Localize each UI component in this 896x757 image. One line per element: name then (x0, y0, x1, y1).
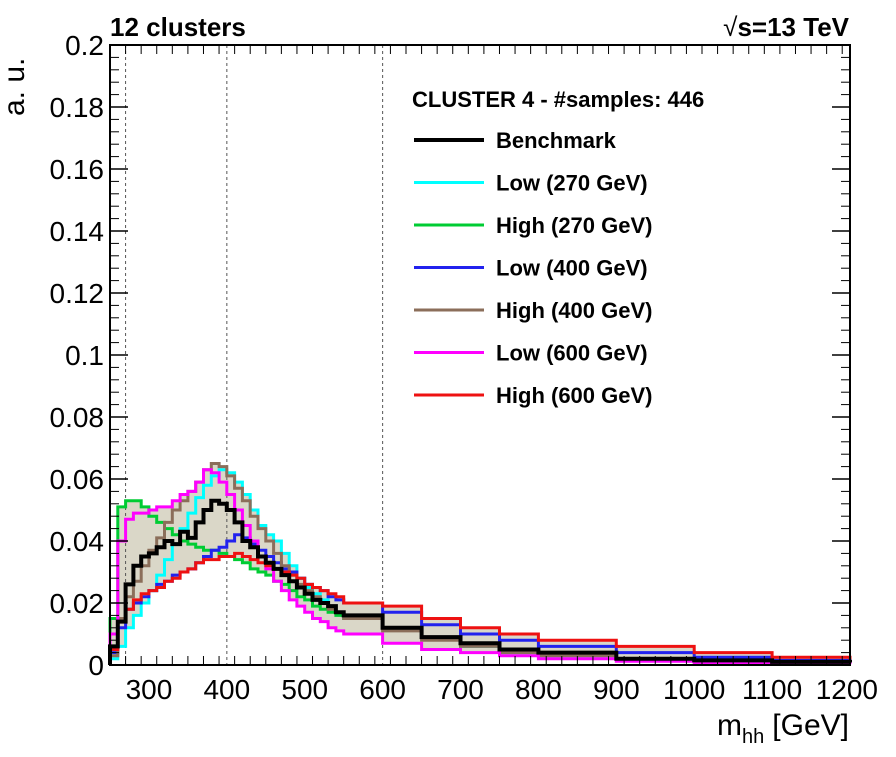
legend-label-low-400-gev: Low (400 GeV) (496, 256, 648, 281)
y-tick-label: 0.08 (50, 402, 105, 433)
y-tick-label: 0.14 (50, 216, 105, 247)
x-tick-label: 300 (126, 674, 173, 705)
legend: CLUSTER 4 - #samples: 446 Benchmark Low (… (412, 87, 704, 408)
series-high-400-gev (108, 462, 852, 665)
x-tick-label: 400 (203, 674, 250, 705)
x-tick-label: 800 (515, 674, 562, 705)
axis-ticks-layer: 0 0.02 0.04 0.06 0.08 0.1 0.12 0.14 0.16 0.18 0.2 3… (50, 30, 879, 705)
y-tick-label: 0 (88, 650, 104, 681)
legend-label-high-400-gev: High (400 GeV) (496, 298, 652, 323)
y-tick-label: 0.18 (50, 92, 105, 123)
header-right-label: √s=13 TeV (723, 12, 849, 42)
y-tick-label: 0.16 (50, 154, 105, 185)
reference-lines-layer (125, 45, 384, 665)
x-tick-label: 1200 (816, 674, 878, 705)
x-tick-label: 600 (359, 674, 406, 705)
sqrt-symbol: √ (723, 12, 738, 42)
series-low-400-gev (108, 533, 852, 665)
y-tick-label: 0.12 (50, 278, 105, 309)
series-benchmark (108, 498, 852, 665)
x-tick-label: 700 (437, 674, 484, 705)
y-tick-label: 0.06 (50, 464, 105, 495)
header-left-label: 12 clusters (110, 12, 246, 42)
x-axis-title-main: m (717, 709, 742, 742)
x-tick-label: 1100 (742, 674, 802, 705)
x-tick-label: 500 (281, 674, 328, 705)
legend-label-benchmark: Benchmark (496, 128, 617, 153)
x-tick-label: 1000 (663, 674, 725, 705)
series-layer (108, 462, 852, 665)
y-tick-label: 0.1 (65, 340, 104, 371)
y-tick-label: 0.04 (50, 526, 105, 557)
energy-label: s=13 TeV (737, 12, 849, 42)
x-tick-label: 900 (593, 674, 640, 705)
legend-label-high-270-gev: High (270 GeV) (496, 213, 652, 238)
y-tick-label: 0.02 (50, 588, 105, 619)
legend-title: CLUSTER 4 - #samples: 446 (412, 87, 704, 112)
x-axis-title-sub: hh (742, 726, 764, 748)
x-axis-title: mhh [GeV] (717, 709, 849, 748)
x-axis-title-unit: [GeV] (772, 709, 849, 742)
y-axis-title: a. u. (0, 58, 31, 116)
y-tick-label: 0.2 (65, 30, 104, 61)
legend-label-low-270-gev: Low (270 GeV) (496, 171, 648, 196)
legend-label-high-600-gev: High (600 GeV) (496, 383, 652, 408)
legend-label-low-600-gev: Low (600 GeV) (496, 341, 648, 366)
